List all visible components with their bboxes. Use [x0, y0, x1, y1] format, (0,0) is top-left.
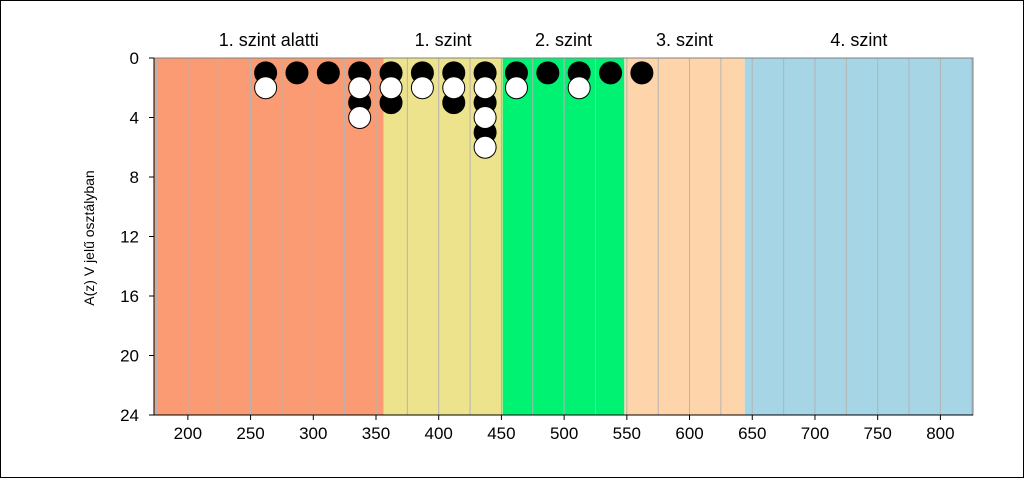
point-open [567, 76, 591, 100]
band-label-1: 1. szint alatti [219, 30, 319, 50]
point-open [473, 76, 497, 100]
x-tick-label: 750 [863, 424, 891, 443]
y-tick-label: 24 [120, 406, 139, 425]
point-filled [536, 61, 560, 85]
x-tick-label: 700 [801, 424, 829, 443]
x-tick-label: 600 [675, 424, 703, 443]
point-filled [285, 61, 309, 85]
y-tick-label: 0 [130, 49, 139, 68]
point-open [348, 76, 372, 100]
point-filled [630, 61, 654, 85]
x-tick-label: 200 [174, 424, 202, 443]
x-tick-label: 800 [926, 424, 954, 443]
level-bands [154, 58, 973, 415]
point-open [254, 76, 278, 100]
band-label-5: 4. szint [830, 30, 887, 50]
band-1 [154, 58, 384, 415]
band-labels: 1. szint alatti 1. szint 2. szint 3. szint 4… [219, 30, 888, 50]
y-axis-label: A(z) V jelű osztályban [81, 170, 97, 305]
y-tick-label: 4 [130, 109, 139, 128]
band-3 [502, 58, 625, 415]
x-tick-label: 350 [362, 424, 390, 443]
x-tick-label: 400 [425, 424, 453, 443]
x-tick-label: 650 [738, 424, 766, 443]
band-label-4: 3. szint [656, 30, 713, 50]
point-filled [599, 61, 623, 85]
y-tick-label: 8 [130, 168, 139, 187]
x-tick-label: 550 [613, 424, 641, 443]
grid-lines [156, 58, 973, 415]
tick-labels: 200 250 300 350 400 450 500 550 600 650 700 750 800 0… [120, 49, 954, 443]
point-open [504, 76, 528, 100]
y-tick-label: 12 [120, 228, 139, 247]
y-tick-label: 16 [120, 287, 139, 306]
band-label-3: 2. szint [535, 30, 592, 50]
x-tick-label: 250 [236, 424, 264, 443]
point-filled [316, 61, 340, 85]
point-open [442, 76, 466, 100]
point-open [473, 106, 497, 129]
band-4 [624, 58, 745, 415]
data-points [254, 61, 654, 159]
x-tick-label: 500 [550, 424, 578, 443]
point-open [348, 106, 372, 129]
band-label-2: 1. szint [415, 30, 472, 50]
point-open [379, 76, 403, 100]
band-5 [744, 58, 973, 415]
point-open [410, 76, 434, 100]
point-open [473, 135, 497, 159]
x-tick-label: 300 [299, 424, 327, 443]
y-tick-label: 20 [120, 347, 139, 366]
x-tick-label: 450 [487, 424, 515, 443]
